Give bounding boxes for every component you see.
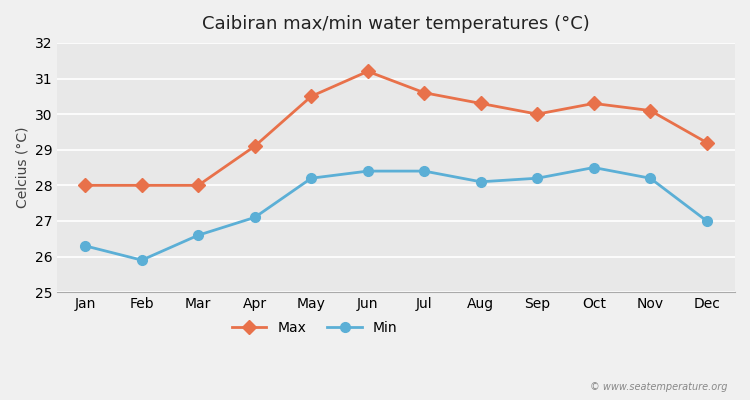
Min — [532, 176, 542, 181]
Min — [194, 233, 202, 238]
Y-axis label: Celcius (°C): Celcius (°C) — [15, 127, 29, 208]
Max — [646, 108, 655, 113]
Text: © www.seatemperature.org: © www.seatemperature.org — [590, 382, 728, 392]
Min — [702, 218, 711, 223]
Max — [194, 183, 202, 188]
Max — [590, 101, 598, 106]
Min — [363, 169, 372, 174]
Min — [251, 215, 260, 220]
Max — [532, 112, 542, 116]
Min — [646, 176, 655, 181]
Min — [81, 244, 90, 248]
Legend: Max, Min: Max, Min — [226, 315, 404, 340]
Max — [251, 144, 260, 148]
Max — [476, 101, 485, 106]
Max — [702, 140, 711, 145]
Max — [137, 183, 146, 188]
Line: Max: Max — [80, 66, 712, 190]
Min — [476, 179, 485, 184]
Max — [363, 69, 372, 74]
Min — [137, 258, 146, 262]
Line: Min: Min — [80, 163, 712, 265]
Max — [307, 94, 316, 99]
Min — [590, 165, 598, 170]
Max — [420, 90, 429, 95]
Min — [420, 169, 429, 174]
Min — [307, 176, 316, 181]
Title: Caibiran max/min water temperatures (°C): Caibiran max/min water temperatures (°C) — [202, 15, 590, 33]
Max — [81, 183, 90, 188]
